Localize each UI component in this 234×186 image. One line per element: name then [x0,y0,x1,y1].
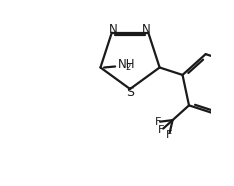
Text: F: F [166,130,172,140]
Text: N: N [109,23,118,36]
Text: F: F [154,117,161,127]
Text: N: N [142,23,151,36]
Text: S: S [126,86,134,99]
Text: 2: 2 [126,63,131,72]
Text: NH: NH [118,58,136,71]
Text: F: F [158,125,165,135]
